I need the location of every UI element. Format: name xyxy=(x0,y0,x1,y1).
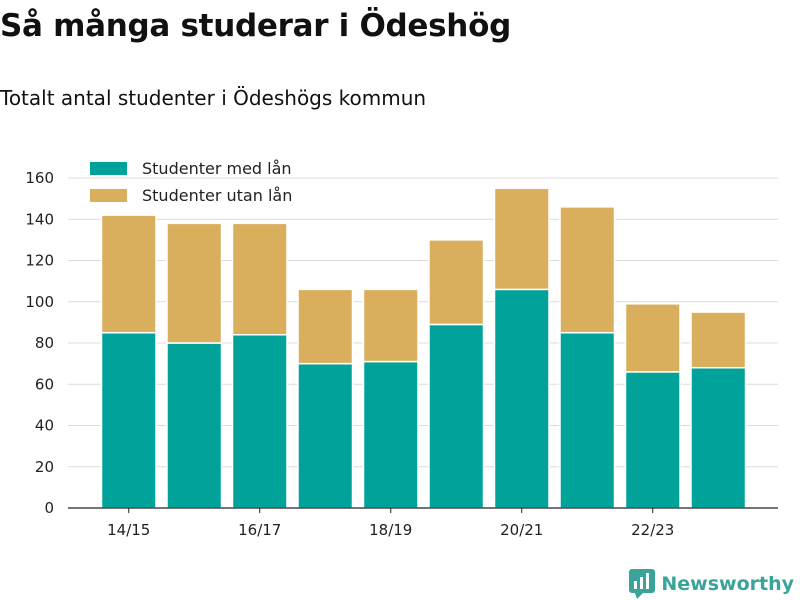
newsworthy-logo-text: Newsworthy xyxy=(661,573,794,595)
bar-med-lan-18/19 xyxy=(362,360,419,509)
legend-label: Studenter med lån xyxy=(142,159,292,178)
y-tick-label: 0 xyxy=(44,499,54,517)
bar-med-lan-21/22 xyxy=(559,331,616,509)
y-tick-label: 60 xyxy=(35,375,54,393)
y-tick-label: 20 xyxy=(35,458,54,476)
bar-utan-lan-23/24 xyxy=(690,311,747,369)
newsworthy-logo: Newsworthy xyxy=(629,568,794,600)
bar-med-lan-23/24 xyxy=(690,367,747,509)
x-tick-label: 22/23 xyxy=(631,521,674,539)
bar-med-lan-16/17 xyxy=(231,334,288,509)
axes: 0 20 40 60 80 100 120 140 160 14/15 16/17 18/19 20/2… xyxy=(25,169,778,539)
legend-swatch xyxy=(90,162,127,175)
chart-title: Så många studerar i Ödeshög xyxy=(0,8,511,44)
y-tick-label: 80 xyxy=(35,334,54,352)
bar-utan-lan-21/22 xyxy=(559,206,616,334)
bar-utan-lan-19/20 xyxy=(428,239,485,326)
bar-utan-lan-16/17 xyxy=(231,222,288,336)
legend-swatch xyxy=(90,189,127,202)
y-tick-label: 40 xyxy=(35,417,54,435)
bars xyxy=(100,187,747,509)
bar-utan-lan-22/23 xyxy=(624,303,681,373)
chart-subtitle: Totalt antal studenter i Ödeshögs kommun xyxy=(0,86,427,110)
bar-utan-lan-15/16 xyxy=(166,222,223,344)
bar-med-lan-14/15 xyxy=(100,331,157,509)
legend: Studenter med lån Studenter utan lån xyxy=(90,159,292,205)
bar-med-lan-20/21 xyxy=(493,288,550,509)
x-tick-label: 16/17 xyxy=(238,521,281,539)
bar-med-lan-15/16 xyxy=(166,342,223,509)
y-tick-label: 160 xyxy=(25,169,54,187)
x-tick-label: 18/19 xyxy=(369,521,412,539)
legend-label: Studenter utan lån xyxy=(142,186,292,205)
y-tick-label: 140 xyxy=(25,210,54,228)
x-tick-label: 20/21 xyxy=(500,521,543,539)
bar-utan-lan-17/18 xyxy=(297,288,354,365)
newsworthy-logo-icon xyxy=(629,569,656,599)
y-tick-label: 120 xyxy=(25,252,54,270)
bar-utan-lan-18/19 xyxy=(362,288,419,363)
bar-utan-lan-20/21 xyxy=(493,187,550,291)
bar-med-lan-19/20 xyxy=(428,323,485,509)
y-tick-label: 100 xyxy=(25,293,54,311)
bar-med-lan-22/23 xyxy=(624,371,681,509)
x-tick-label: 14/15 xyxy=(107,521,150,539)
bar-utan-lan-14/15 xyxy=(100,214,157,334)
bar-med-lan-17/18 xyxy=(297,362,354,509)
